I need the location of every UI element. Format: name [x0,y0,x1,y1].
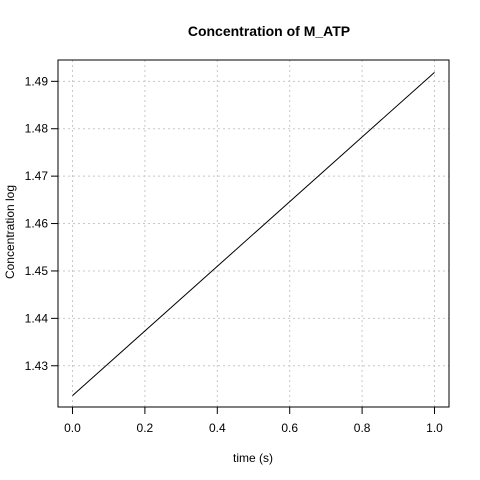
grid [58,60,449,407]
y-axis-label: Concentration log [3,185,17,279]
x-tick-label: 0.0 [64,421,81,435]
x-axis-label: time (s) [233,451,273,465]
x-tick-label: 0.2 [137,421,154,435]
x-tick-label: 0.8 [354,421,371,435]
y-axis: 1.43 1.44 1.45 1.46 1.47 1.48 1.49 [25,74,58,373]
x-tick-label: 1.0 [426,421,443,435]
y-tick-label: 1.49 [25,74,49,88]
chart-title: Concentration of M_ATP [188,23,350,39]
y-tick-label: 1.44 [25,311,49,325]
x-axis: 0.0 0.2 0.4 0.6 0.8 1.0 [64,407,443,435]
series-layer [72,71,435,396]
series-line [72,71,435,396]
x-tick-label: 0.6 [281,421,298,435]
y-tick-label: 1.45 [25,264,49,278]
y-tick-label: 1.48 [25,122,49,136]
y-tick-label: 1.46 [25,217,49,231]
plot-area-frame [57,59,450,408]
y-tick-label: 1.47 [25,169,49,183]
y-tick-label: 1.43 [25,359,49,373]
x-tick-label: 0.4 [209,421,226,435]
